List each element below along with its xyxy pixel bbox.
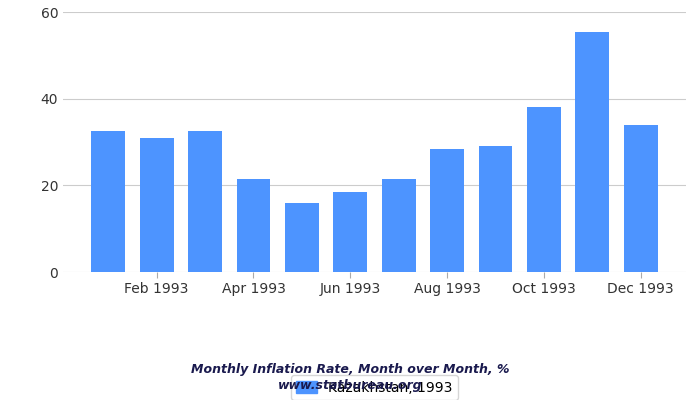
Bar <box>285 203 318 272</box>
Text: www.statbureau.org: www.statbureau.org <box>278 380 422 392</box>
Legend: Kazakhstan, 1993: Kazakhstan, 1993 <box>290 375 458 400</box>
Bar <box>382 179 416 272</box>
Bar <box>624 125 658 272</box>
Bar <box>479 146 512 272</box>
Text: Monthly Inflation Rate, Month over Month, %: Monthly Inflation Rate, Month over Month… <box>190 364 510 376</box>
Bar <box>333 192 368 272</box>
Bar <box>575 32 609 272</box>
Bar <box>91 131 125 272</box>
Bar <box>188 131 222 272</box>
Bar <box>237 179 270 272</box>
Bar <box>140 138 174 272</box>
Bar <box>527 107 561 272</box>
Bar <box>430 148 464 272</box>
